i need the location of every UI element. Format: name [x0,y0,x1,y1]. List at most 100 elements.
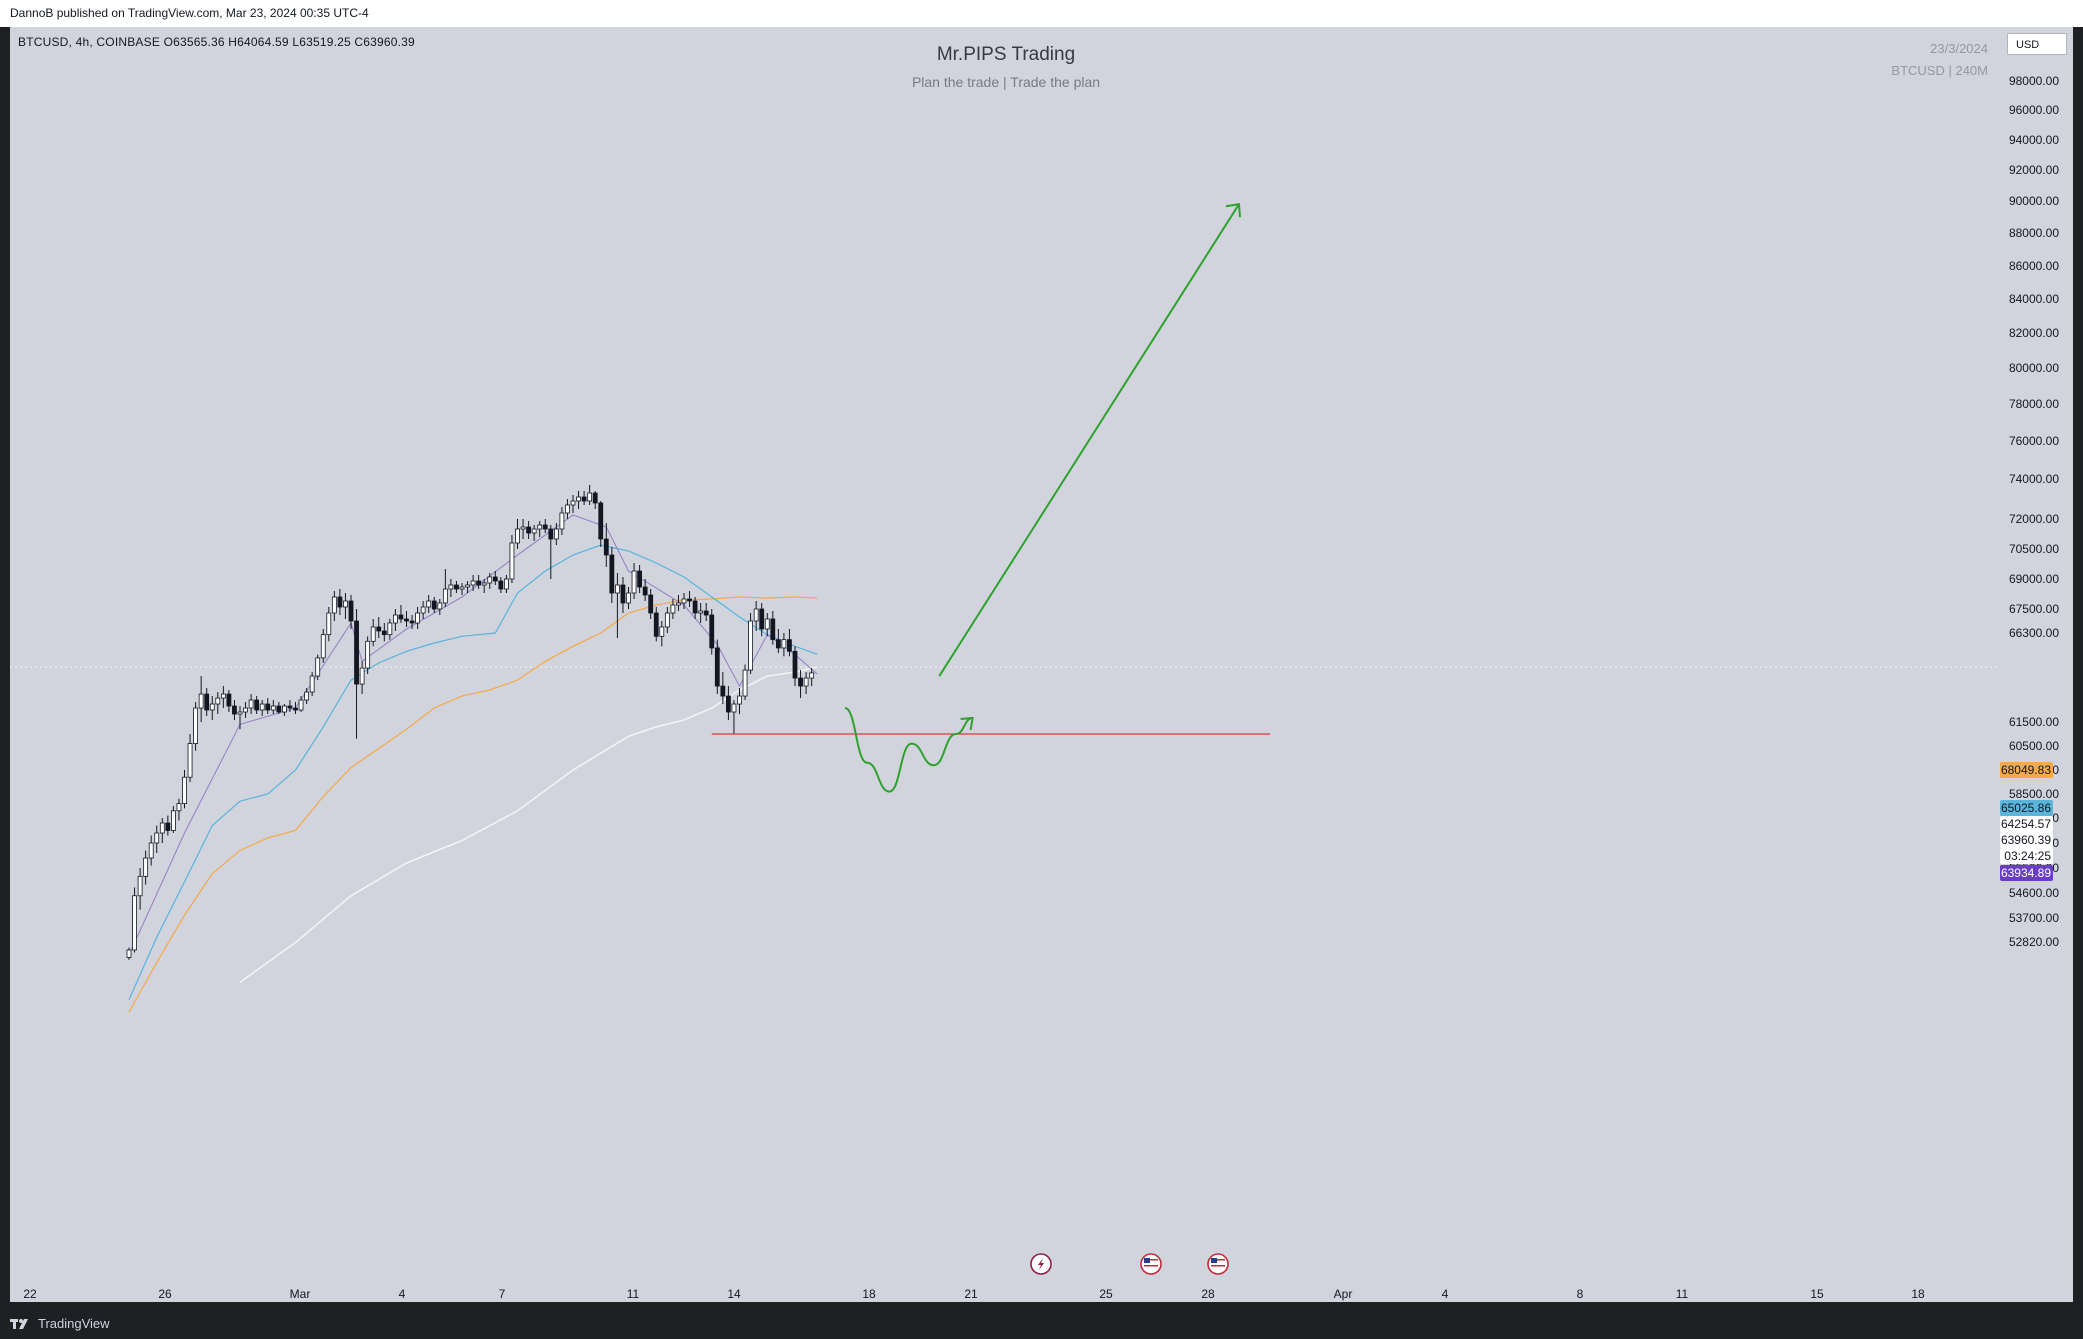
candle-body [204,693,210,711]
candle-body [426,600,432,608]
candle-body [387,622,393,636]
x-axis-tick-label: 4 [1442,1287,1449,1301]
candle-body [753,608,759,622]
y-axis-tick-label: 92000.00 [2009,163,2059,177]
candle-body [459,586,465,590]
candle-body [376,626,382,632]
candle-body [420,606,426,614]
candle-body [270,705,276,711]
watermark-subtitle: Plan the trade | Trade the plan [911,74,1101,90]
publish-info: DannoB published on TradingView.com, Mar… [10,6,369,20]
y-axis-tick-label: 82000.00 [2009,326,2059,340]
candle-body [254,699,260,711]
y-axis-tick-label: 66300.00 [2009,626,2059,640]
price-label-box [2000,832,2053,848]
candle-body [304,691,310,701]
candle-body [148,842,154,859]
candle-body [576,496,581,502]
ma-slow-line [128,596,818,1013]
candle-body [437,602,443,610]
projection-path [844,707,973,793]
candle-body [232,705,237,715]
y-axis-tick-label: 53700.00 [2009,911,2059,925]
x-axis-tick-label: 11 [1676,1287,1689,1301]
candle-body [343,600,348,608]
candle-body [770,618,776,641]
y-axis-tick-label: 98000.00 [2009,74,2059,88]
y-axis-tick-label: 90000.00 [2009,194,2059,208]
candle-body [404,618,409,622]
candle-body [653,612,659,637]
candle-body [775,639,781,649]
x-axis-tick-label: Apr [1334,1287,1353,1301]
candle-body [226,693,232,707]
candle-body [182,776,187,805]
candle-body [415,612,421,624]
flash-event-icon[interactable] [1030,1253,1052,1275]
target-arrow-line [938,203,1240,677]
y-axis-tick-label: 69000.00 [2009,572,2059,586]
candle-body [692,600,698,614]
price-chart[interactable]: 98000.00 96000.00 94000.00 92000.00 90000.00… [10,27,2073,1302]
candle-body [215,697,221,705]
candle-body [498,580,504,590]
watermark-title: Mr.PIPS Trading [936,44,1076,65]
candle-body [237,711,243,715]
y-axis-tick-label: 78000.00 [2009,397,2059,411]
candle-body [220,693,226,699]
y-axis-tick-label: 60500.00 [2009,739,2059,753]
candle-body [587,492,593,502]
candle-body [209,703,215,711]
candle-body [787,639,792,652]
candle-body [481,582,487,586]
candle-body [170,810,176,831]
candle-body [293,707,298,711]
candle-body [515,528,520,544]
candle-body [198,693,204,709]
candle-body [609,554,615,594]
candle-body [803,677,809,687]
chart-panel[interactable]: 98000.00 96000.00 94000.00 92000.00 90000.00… [10,27,2073,1302]
y-axis-tick-label: 67500.00 [2009,602,2059,616]
currency-button[interactable]: USD [2007,33,2067,55]
tradingview-logo-icon [10,1318,28,1329]
tradingview-brand[interactable]: TradingView [10,1316,110,1331]
candle-body [565,504,570,514]
candle-body [664,612,670,628]
candle-body [626,592,631,604]
candle-body [720,685,726,697]
candle-body [409,620,415,624]
y-axis-tick-label: 96000.00 [2009,103,2059,117]
candle-body [331,596,337,614]
candle-body [642,586,648,596]
candle-body [165,822,171,831]
us-flag-event-icon[interactable] [1140,1253,1162,1275]
y-axis-tick-label: 58500.00 [2009,787,2059,801]
candle-body [398,614,404,620]
price-label-box [2000,865,2053,881]
candle-body [703,610,709,616]
candle-body [764,618,770,630]
price-label-box [2000,816,2053,832]
candle-body [670,604,676,614]
candle-body [592,492,598,504]
target-arrowhead [1225,203,1241,218]
us-flag-event-icon[interactable] [1207,1253,1229,1275]
price-label-box [2000,762,2053,778]
x-axis-tick-label: Mar [290,1287,311,1301]
candle-body [615,584,620,594]
candle-body [454,584,459,590]
candle-body [748,620,753,671]
candle-body [492,576,498,582]
candle-body [265,703,271,711]
x-axis-tick-label: 21 [964,1287,978,1301]
candle-body [137,875,143,897]
candle-body [143,857,149,877]
y-axis-tick-label: 88000.00 [2009,226,2059,240]
x-axis-tick-label: 8 [1577,1287,1584,1301]
x-axis-tick-label: 4 [399,1287,406,1301]
candle-body [154,832,160,844]
candle-body [553,528,559,540]
candle-body [659,626,665,637]
candle-body [315,657,321,677]
